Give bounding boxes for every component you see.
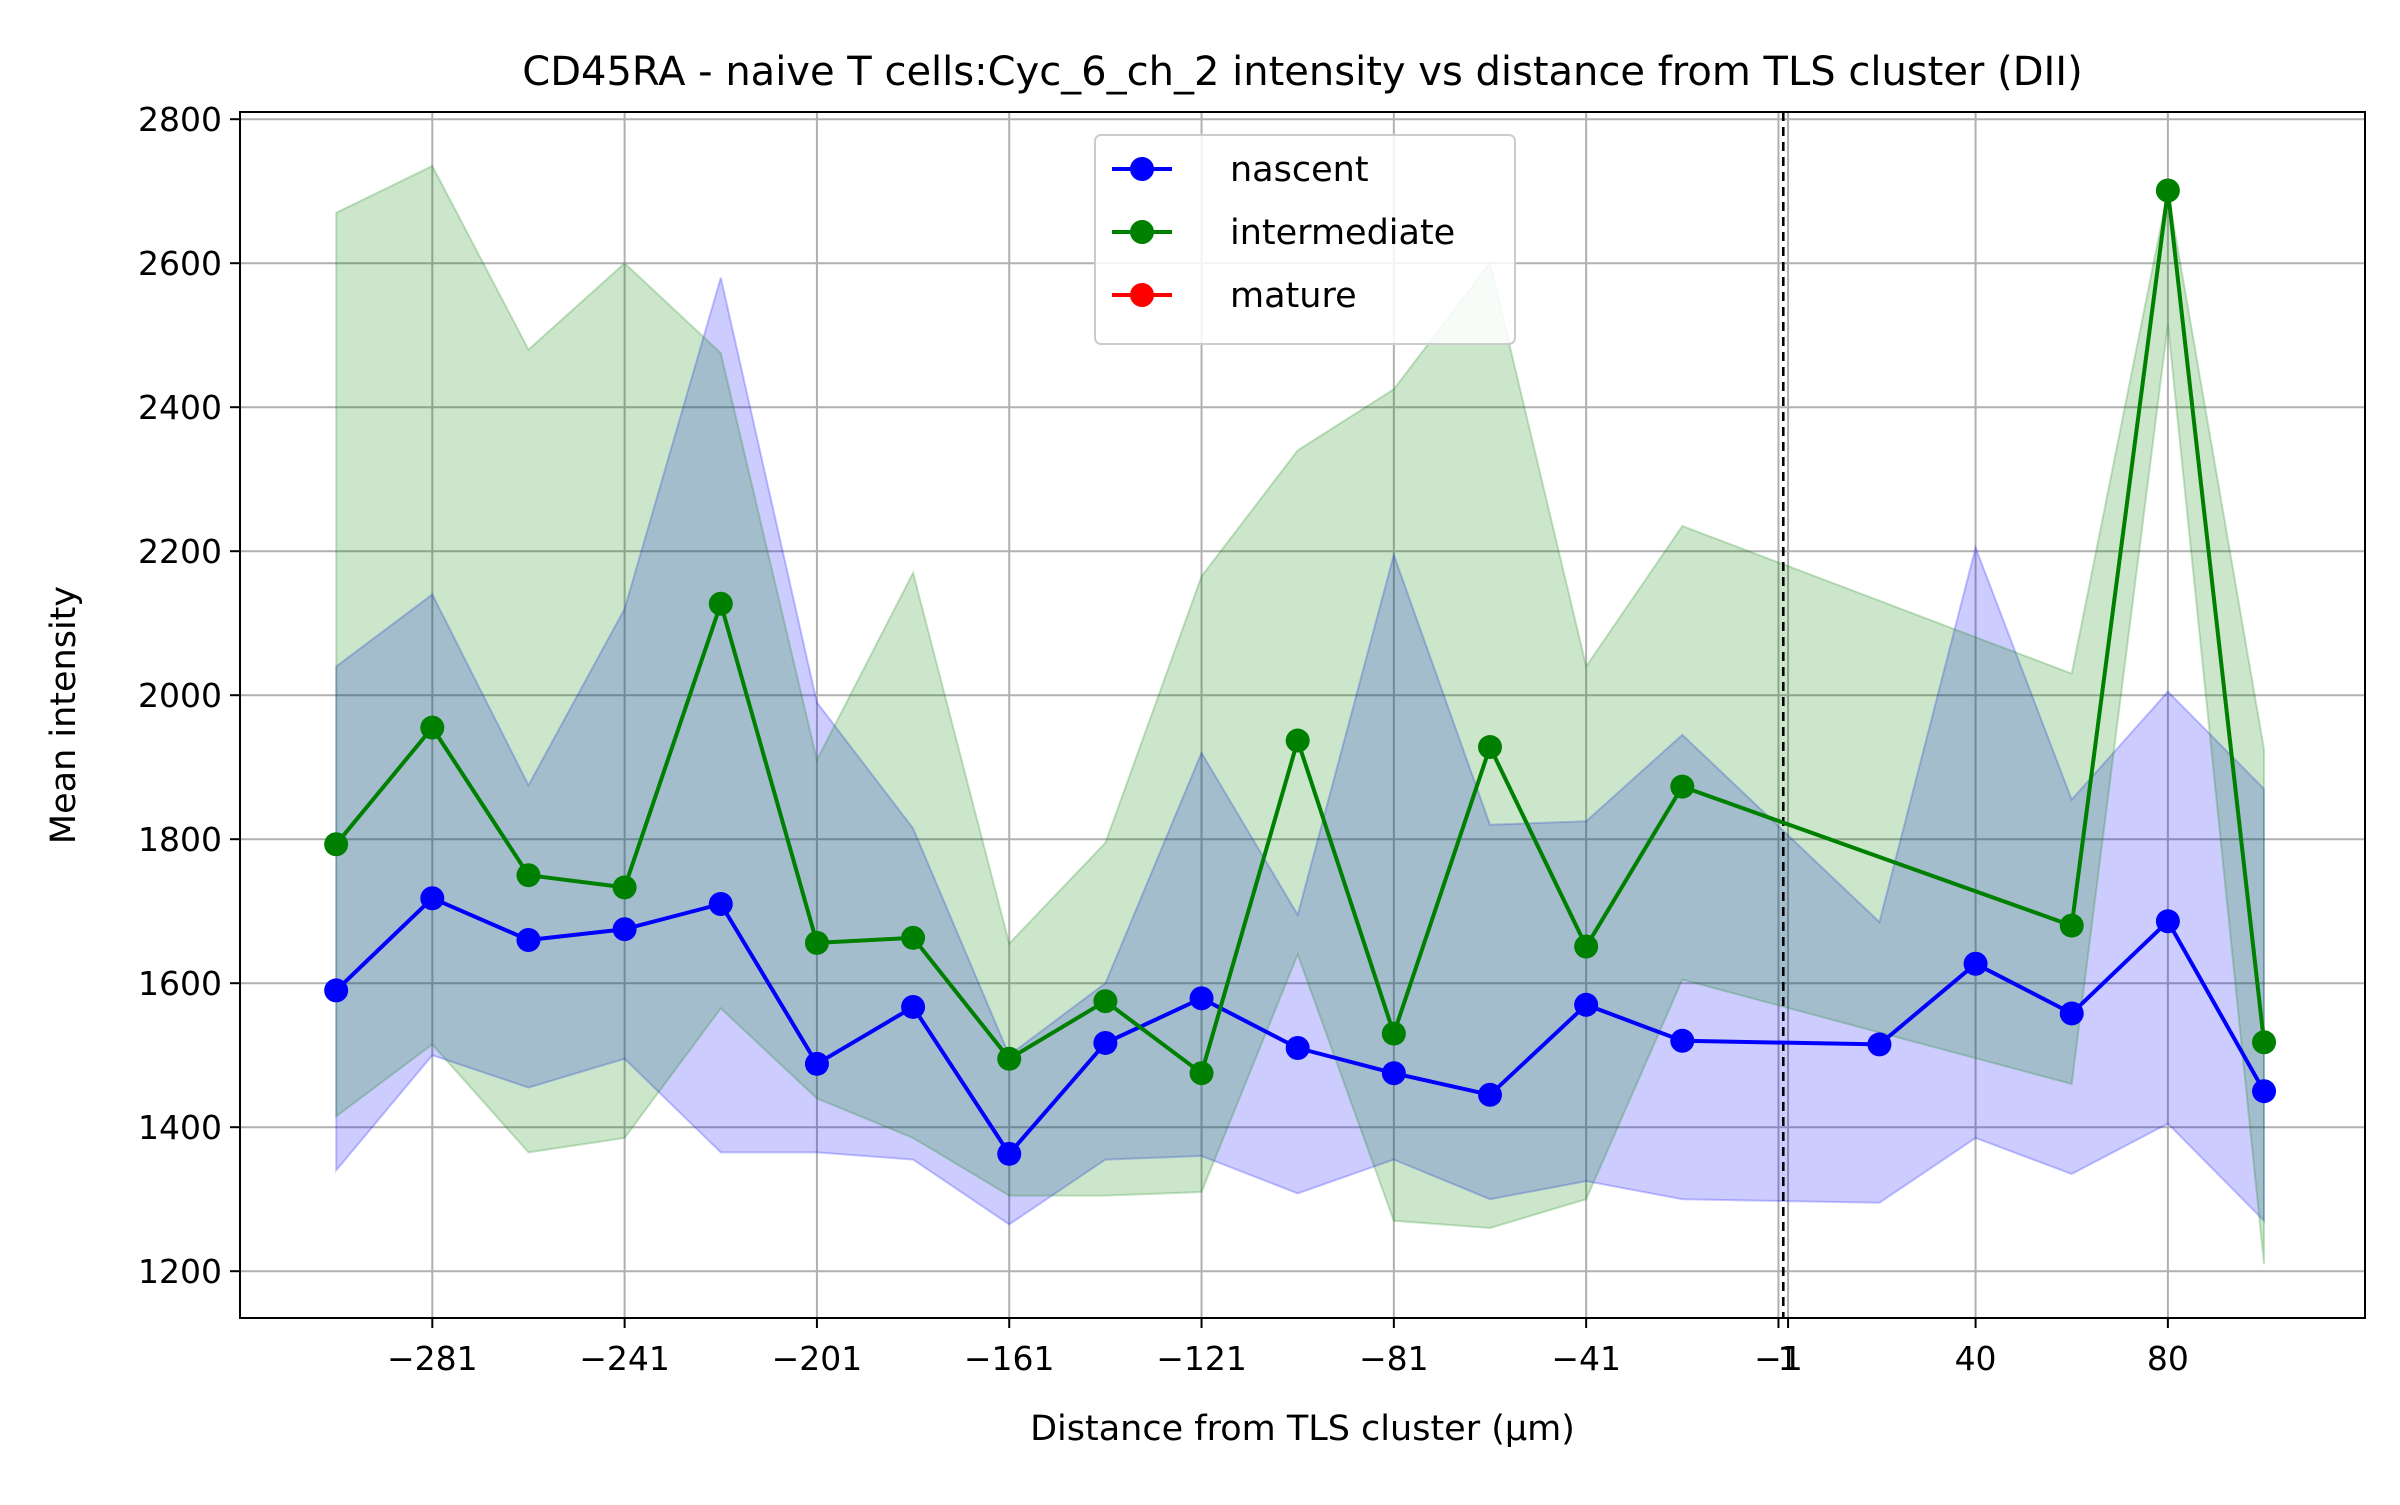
x-tick-label: −121 [1156, 1339, 1247, 1378]
y-tick-label: 2600 [138, 244, 222, 283]
y-tick-label: 1400 [138, 1108, 222, 1147]
grid [240, 112, 2365, 1318]
legend-label-intermediate: intermediate [1230, 213, 1455, 253]
series-lines [334, 188, 2266, 1156]
point-intermediate [901, 925, 926, 950]
x-tick-label: 40 [1955, 1339, 1997, 1378]
x-tick-label: −81 [1359, 1339, 1429, 1378]
line-nascent [334, 896, 2266, 1156]
point-intermediate [1093, 989, 1118, 1014]
point-intermediate [2059, 913, 2084, 938]
x-tick-label: −161 [964, 1339, 1055, 1378]
point-nascent [804, 1051, 829, 1076]
point-intermediate [1670, 774, 1695, 799]
point-intermediate [1478, 735, 1502, 760]
y-tick-label: 2800 [138, 100, 222, 139]
point-nascent [1189, 986, 1214, 1011]
series-points [324, 178, 2277, 1166]
point-intermediate [708, 591, 733, 616]
point-intermediate [420, 715, 445, 740]
line-intermediate [334, 188, 2266, 1076]
legend-label-nascent: nascent [1230, 150, 1369, 190]
point-intermediate [804, 930, 829, 955]
point-nascent [420, 886, 445, 911]
point-nascent [516, 928, 541, 952]
legend-box [1094, 134, 1516, 345]
point-intermediate [2155, 178, 2180, 203]
x-tick-label: −241 [579, 1339, 670, 1378]
point-nascent [1381, 1061, 1406, 1086]
point-nascent [2155, 909, 2180, 934]
plot-frame [239, 111, 2366, 1319]
y-tick-label: 1600 [138, 964, 222, 1003]
y-tick-label: 1200 [138, 1252, 222, 1291]
x-tick-label: 80 [2147, 1339, 2189, 1378]
y-tick-label: 1800 [138, 820, 222, 859]
point-nascent [324, 978, 349, 1003]
x-axis-label: Distance from TLS cluster (μm) [1030, 1409, 1575, 1449]
point-nascent [1574, 992, 1599, 1017]
point-intermediate [997, 1046, 1022, 1071]
point-nascent [1963, 951, 1988, 976]
point-nascent [2059, 1001, 2084, 1026]
point-intermediate [1381, 1021, 1406, 1046]
point-intermediate [516, 863, 541, 888]
point-nascent [708, 892, 733, 916]
x-tick-label: −201 [772, 1339, 863, 1378]
point-intermediate [612, 875, 637, 900]
point-nascent [1285, 1036, 1310, 1060]
point-intermediate [324, 832, 349, 857]
point-nascent [901, 994, 926, 1019]
x-tick-label: −281 [387, 1339, 478, 1378]
x-tick-label: −1 [1754, 1339, 1803, 1378]
chart-title: CD45RA - naive T cells:Cyc_6_ch_2 intens… [522, 49, 2082, 95]
x-tick-label: −41 [1551, 1339, 1621, 1378]
legend: nascent intermediate mature [1094, 134, 1516, 345]
point-intermediate [1285, 728, 1310, 753]
y-tick-label: 2000 [138, 676, 222, 715]
x-tick-label: 1 [1778, 1339, 1799, 1378]
y-axis-label: Mean intensity [44, 586, 84, 844]
legend-swatch-marker [1130, 157, 1154, 181]
point-nascent [1478, 1082, 1502, 1107]
legend-swatch-marker [1130, 283, 1154, 307]
legend-swatch-marker [1130, 220, 1154, 244]
point-nascent [1093, 1030, 1118, 1055]
axis-ticks: 1200 1400 1600 1800 2000 2200 2400 2600 2800 −281… [138, 100, 2189, 1378]
y-tick-label: 2200 [138, 532, 222, 571]
point-nascent [2252, 1079, 2277, 1104]
y-tick-label: 2400 [138, 388, 222, 427]
point-nascent [1670, 1028, 1695, 1053]
point-nascent [997, 1141, 1022, 1166]
point-nascent [1867, 1032, 1892, 1057]
point-nascent [612, 917, 637, 942]
point-intermediate [1574, 934, 1599, 959]
point-intermediate [2252, 1030, 2277, 1055]
legend-label-mature: mature [1230, 276, 1357, 316]
point-intermediate [1189, 1061, 1214, 1086]
